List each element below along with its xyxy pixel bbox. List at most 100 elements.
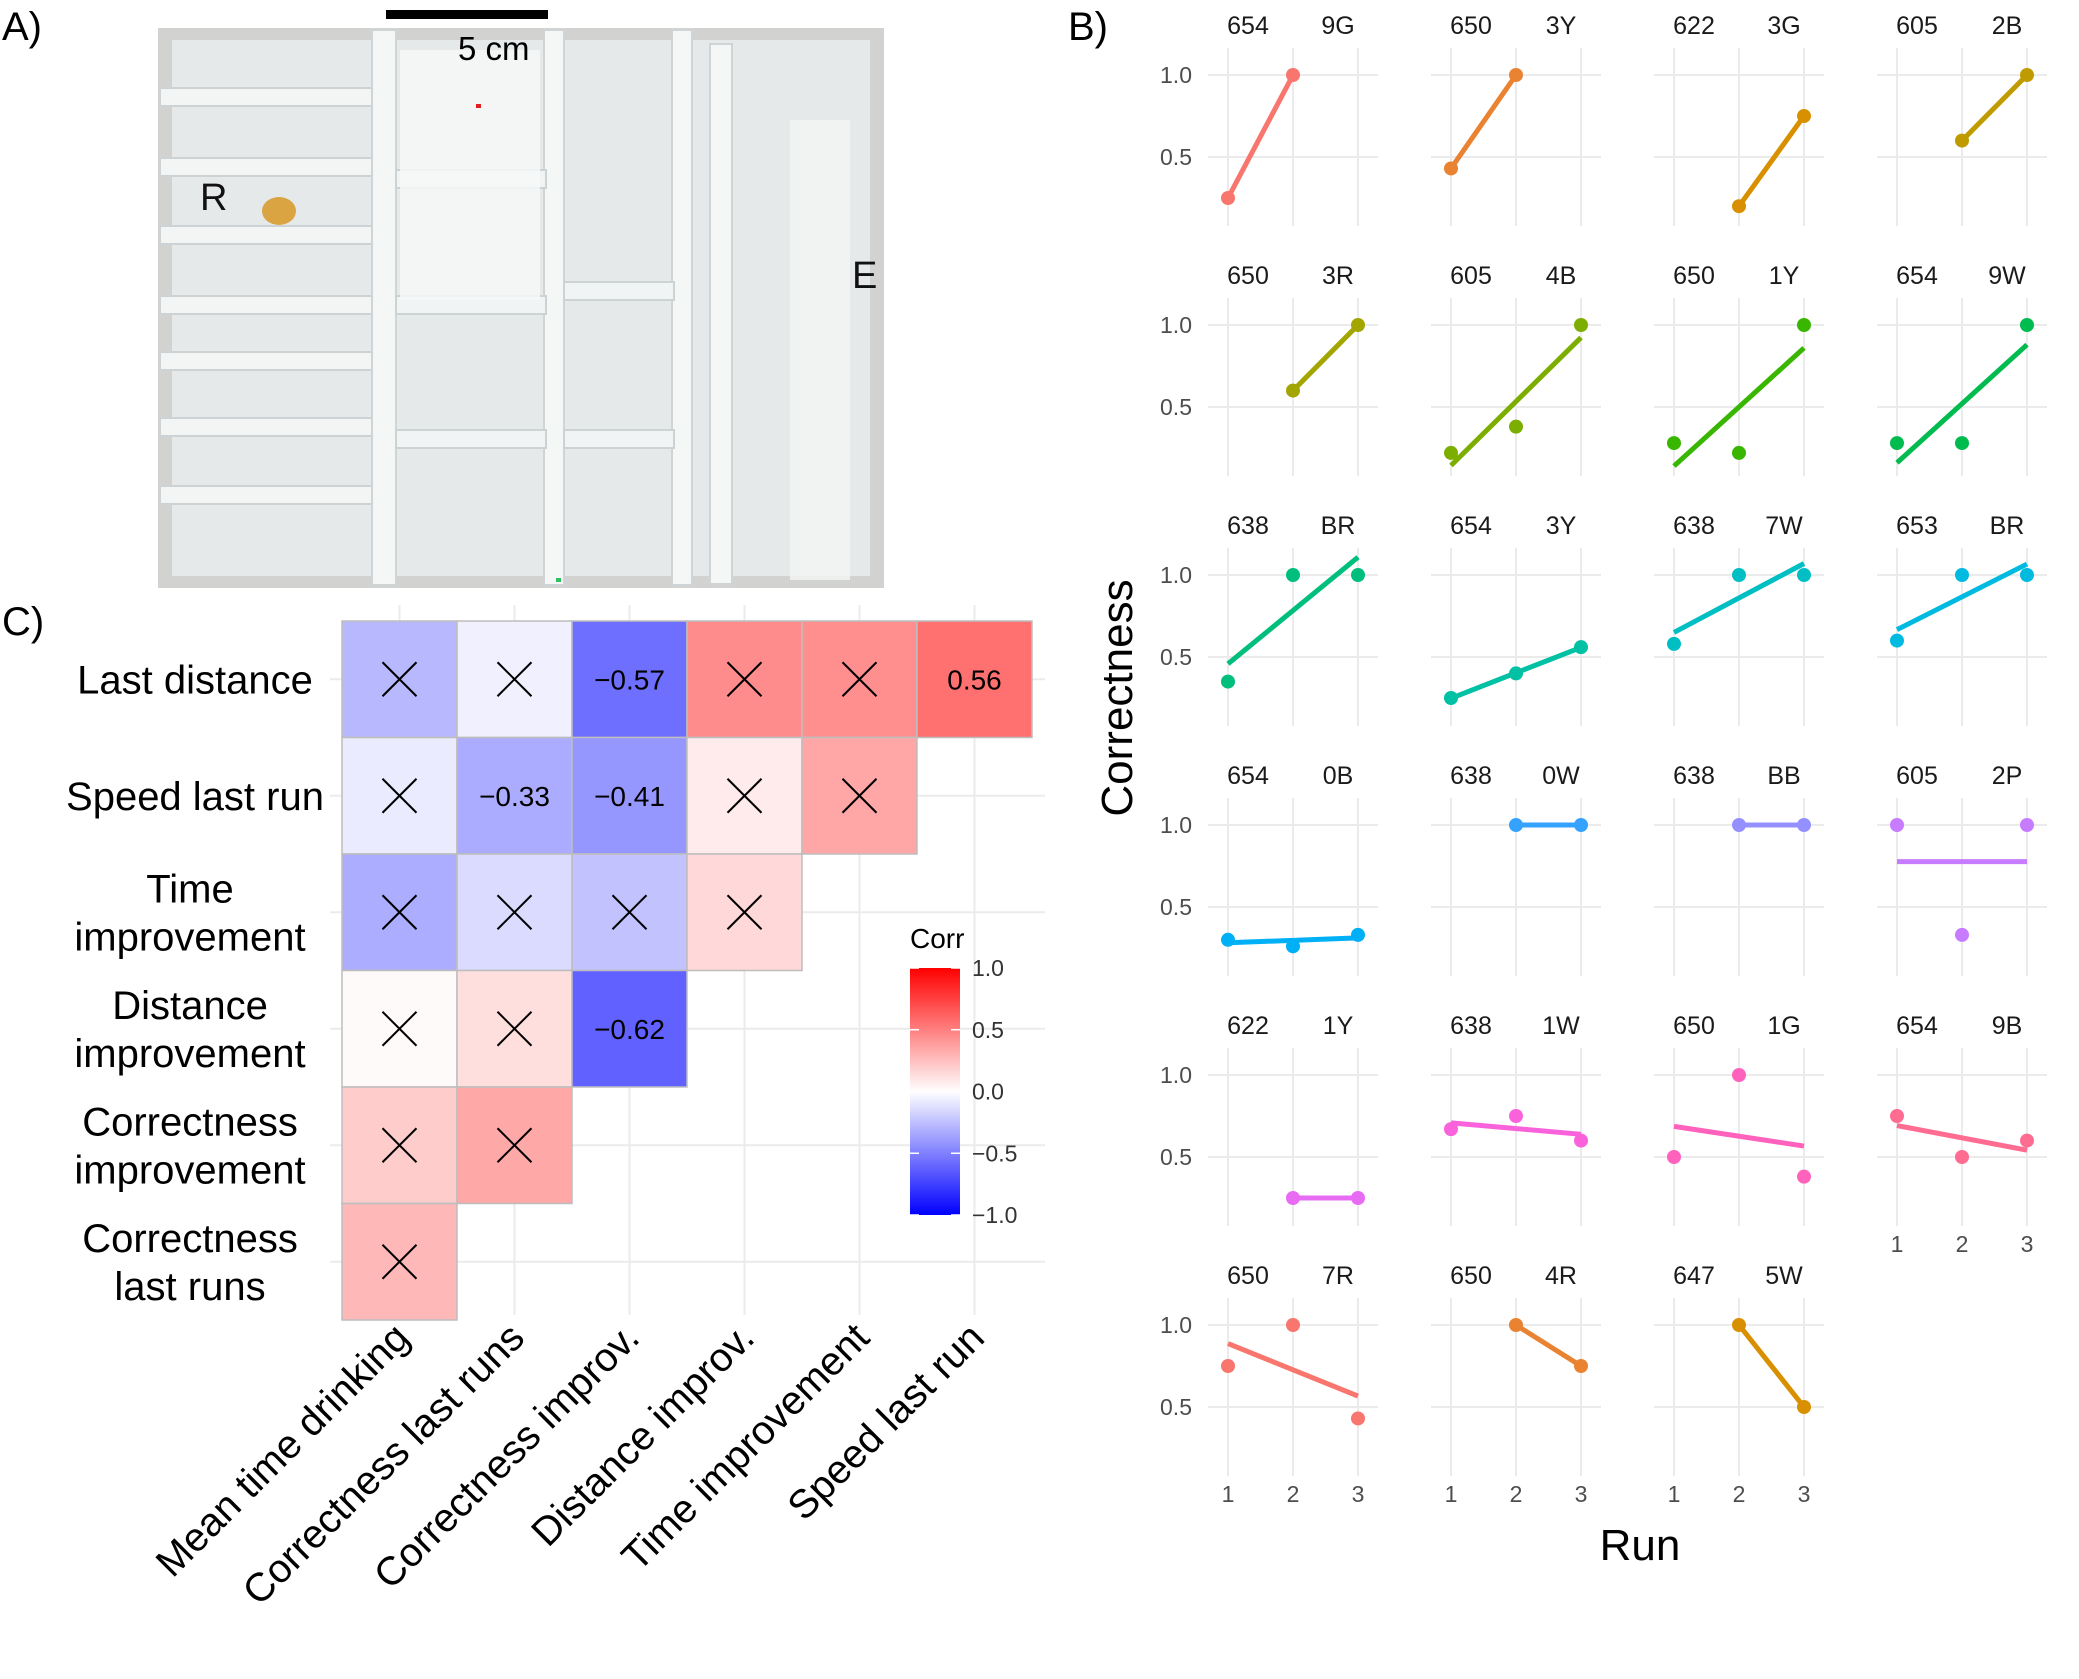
facet-strip-label: 3R <box>1322 262 1354 290</box>
data-point <box>1797 568 1811 582</box>
facet-647-5W: 647 5W 1 2 3 <box>1654 1262 1824 1507</box>
corr-legend: Corr 1.0 0.5 0.0 −0.5 −1.0 <box>910 923 1017 1228</box>
reward-drop <box>262 197 296 225</box>
facet-622-1Y: 622 1Y 0.5 1.0 <box>1160 1012 1378 1226</box>
facet-strip-label: 7R <box>1322 1262 1354 1290</box>
data-point <box>1444 1122 1458 1137</box>
data-point <box>1444 161 1458 176</box>
correlation-heatmap: −0.57 0.56 −0.33 −0.41 −0.62 Last distance Spe… <box>66 605 1045 1614</box>
x-tick-label: 3 <box>1352 1481 1365 1507</box>
data-point <box>1444 691 1458 705</box>
data-point <box>1221 1359 1235 1373</box>
facet-strip-label: 650 <box>1227 262 1269 290</box>
data-point <box>1221 932 1235 947</box>
x-tick-label: 2 <box>1287 1481 1300 1507</box>
fit-line <box>1895 561 2029 632</box>
facet-strip-label: 3G <box>1767 12 1800 40</box>
x-axis-title: Run <box>1600 1521 1681 1570</box>
facet-strip-label: 605 <box>1896 762 1938 790</box>
facet-strip-label: 638 <box>1673 512 1715 540</box>
data-point <box>1286 68 1300 82</box>
scale-bar <box>386 10 548 19</box>
insignificant-mark <box>496 1011 533 1047</box>
data-point <box>1351 568 1365 582</box>
heatmap-cell-label: −0.41 <box>594 781 665 812</box>
bright-zone <box>400 50 540 300</box>
data-point <box>1890 818 1904 832</box>
facet-654-3Y: 654 3Y <box>1431 512 1601 726</box>
facet-strip-label: 638 <box>1227 512 1269 540</box>
y-tick-label: 0.5 <box>1160 144 1192 170</box>
x-tick-label: 1 <box>1445 1481 1458 1507</box>
facet-650-4R: 650 4R 1 2 3 <box>1431 1262 1601 1507</box>
facet-654-9W: 654 9W <box>1877 262 2047 476</box>
x-tick-label: 1 <box>1891 1231 1904 1257</box>
legend-tick-label: 1.0 <box>972 955 1004 981</box>
facet-650-1Y: 650 1Y <box>1654 262 1824 476</box>
facet-650-3Y: 650 3Y <box>1431 12 1601 226</box>
heatmap-cell-label: −0.62 <box>594 1014 665 1045</box>
data-point <box>1667 636 1681 651</box>
x-tick-label: 3 <box>1575 1481 1588 1507</box>
heatmap-row-label: Speed last run <box>66 775 324 819</box>
insignificant-mark <box>841 778 878 814</box>
red-mark <box>476 104 481 108</box>
data-point <box>1797 818 1811 832</box>
photo-label-r: R <box>200 177 227 219</box>
facet-638-BB: 638 BB <box>1654 762 1824 976</box>
data-point <box>1509 419 1523 434</box>
data-point <box>2020 68 2034 82</box>
heatmap-row-label: Correctness improvement <box>74 1100 305 1192</box>
insignificant-mark <box>611 894 648 930</box>
legend-tick-label: 0.5 <box>972 1017 1004 1043</box>
data-point <box>1509 1318 1523 1332</box>
facet-650-1G: 650 1G <box>1654 1012 1824 1226</box>
data-point <box>2020 318 2034 332</box>
fit-line <box>1672 561 1806 635</box>
data-point <box>1732 568 1746 582</box>
facet-638-1W: 638 1W <box>1431 1012 1601 1226</box>
facet-strip-label: 3Y <box>1546 12 1577 40</box>
facet-strip-label: 3Y <box>1546 512 1577 540</box>
facet-strip-label: 9B <box>1992 1012 2023 1040</box>
y-tick-label: 0.5 <box>1160 644 1192 670</box>
fit-line <box>1895 342 2029 465</box>
maze-photo: 5 cm R E <box>158 10 884 588</box>
right-wall-glare <box>790 120 850 580</box>
facet-638-0W: 638 0W <box>1431 762 1601 976</box>
facet-622-3G: 622 3G <box>1654 12 1824 226</box>
data-point <box>1955 927 1969 942</box>
x-tick-label: 1 <box>1222 1481 1235 1507</box>
data-point <box>2020 568 2034 582</box>
data-point <box>1286 383 1300 398</box>
insignificant-mark <box>726 661 763 697</box>
data-point <box>1890 633 1904 648</box>
y-tick-label: 1.0 <box>1160 562 1192 588</box>
facet-strip-label: 9W <box>1988 262 2026 290</box>
data-point <box>1732 199 1746 214</box>
facet-605-4B: 605 4B <box>1431 262 1601 476</box>
data-point <box>1351 927 1365 942</box>
facet-strip-label: 647 <box>1673 1262 1715 1290</box>
legend-tick-label: −0.5 <box>972 1140 1017 1166</box>
insignificant-mark <box>381 1244 418 1280</box>
data-point <box>1890 1109 1904 1123</box>
fit-line <box>1514 1322 1583 1369</box>
y-tick-label: 0.5 <box>1160 1144 1192 1170</box>
facet-strip-label: 650 <box>1450 12 1492 40</box>
heatmap-column-label: Speed last run <box>779 1315 993 1529</box>
facet-strip-label: 1G <box>1767 1012 1800 1040</box>
facet-strip-label: 650 <box>1227 1262 1269 1290</box>
data-point <box>1286 1191 1300 1205</box>
data-point <box>1955 133 1969 148</box>
insignificant-mark <box>381 1127 418 1163</box>
facet-654-9B: 654 9B 1 2 3 <box>1877 1012 2047 1257</box>
data-point <box>1890 436 1904 451</box>
insignificant-mark <box>381 661 418 697</box>
facet-strip-label: 9G <box>1321 12 1354 40</box>
data-point <box>1221 191 1235 205</box>
data-point <box>1509 1109 1523 1123</box>
y-tick-label: 1.0 <box>1160 1312 1192 1338</box>
facet-strip-label: 638 <box>1450 1012 1492 1040</box>
data-point <box>1351 1411 1365 1426</box>
